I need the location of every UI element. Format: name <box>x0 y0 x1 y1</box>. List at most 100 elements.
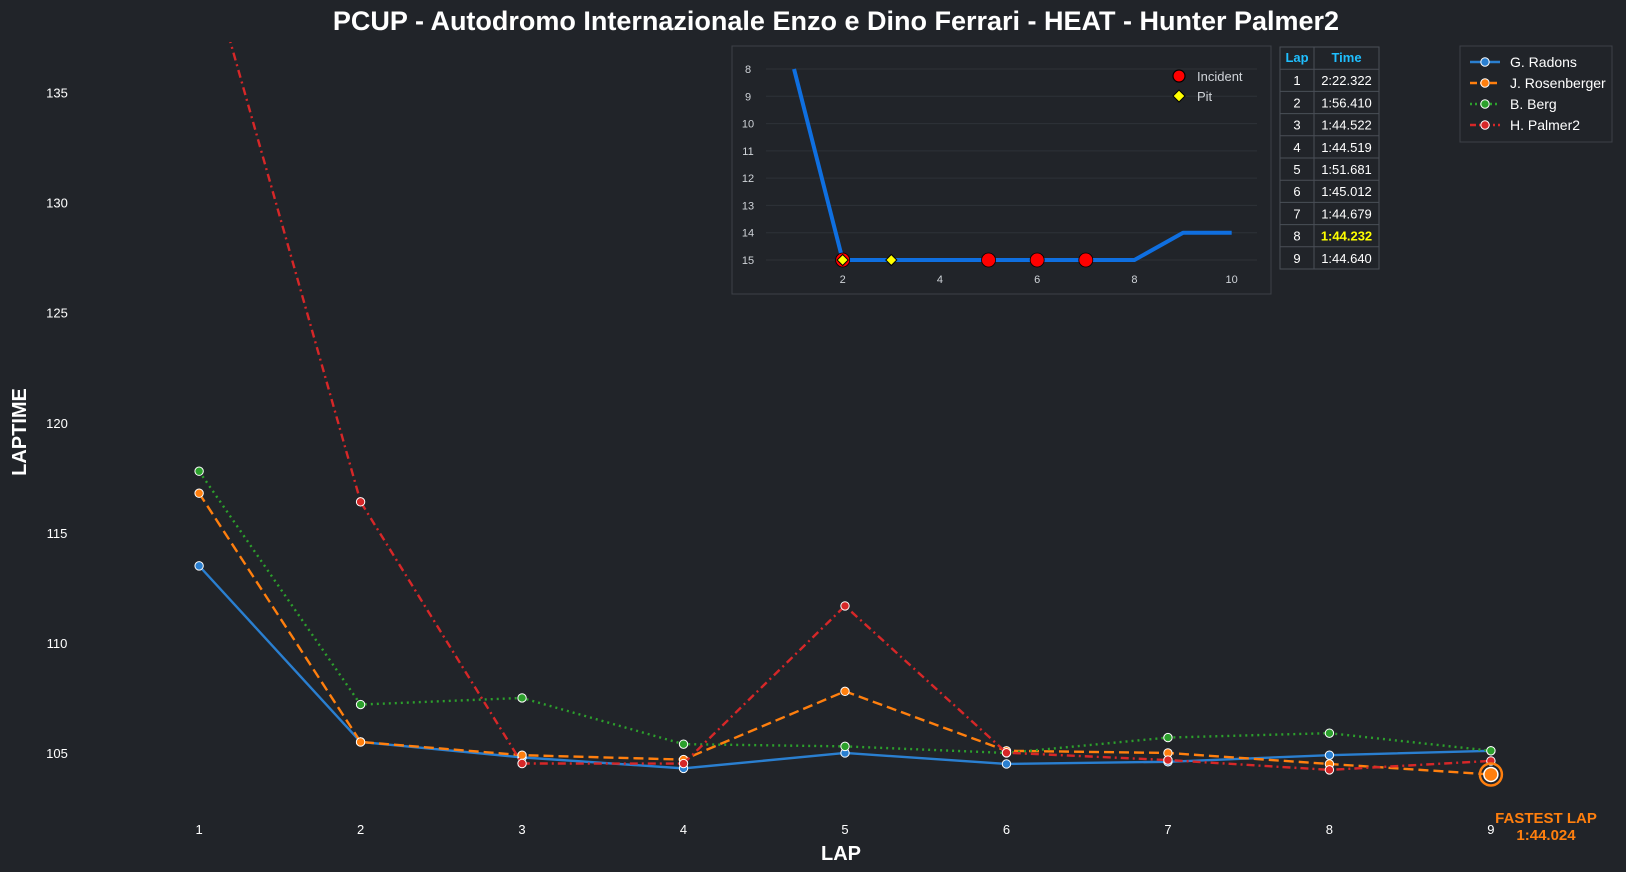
table-cell-time: 1:44.640 <box>1321 251 1372 266</box>
data-point <box>1001 748 1012 758</box>
fastest-lap-marker <box>1483 766 1499 783</box>
table-cell-time: 1:45.012 <box>1321 184 1372 199</box>
data-point <box>194 488 204 498</box>
series-line <box>198 565 1491 770</box>
inset-x-tick-label: 10 <box>1226 274 1238 286</box>
data-point <box>678 758 689 769</box>
x-tick-label: 8 <box>1326 822 1333 837</box>
x-tick-label: 4 <box>680 822 687 837</box>
legend-label: G. Radons <box>1510 54 1577 70</box>
pit-marker <box>836 253 849 267</box>
x-tick-label: 6 <box>1003 822 1010 837</box>
x-tick-label: 3 <box>518 822 525 837</box>
table-cell-lap: 5 <box>1293 162 1300 177</box>
y-tick-label: 120 <box>46 416 68 431</box>
inset-legend: Incident Pit <box>1172 69 1243 104</box>
inset-x-tick-label: 4 <box>937 274 943 286</box>
x-tick-label: 1 <box>195 822 202 837</box>
table-cell-time: 1:56.410 <box>1321 95 1372 110</box>
incident-legend-marker <box>1172 69 1186 83</box>
series-line <box>198 492 1491 776</box>
inset-y-tick-label: 14 <box>742 228 754 240</box>
data-point <box>1324 750 1335 760</box>
lap-time-table: Lap Time 1 2:22.322 2 1:56.410 3 1:44.522 4 1:44.… <box>1279 46 1380 270</box>
table-cell-lap: 8 <box>1293 229 1300 244</box>
inset-y-tick-label: 15 <box>742 255 754 267</box>
x-tick-label: 5 <box>841 822 848 837</box>
data-point <box>517 758 527 769</box>
series-line <box>198 470 1492 755</box>
table-cell-time: 1:51.681 <box>1321 162 1372 177</box>
incident-marker <box>1029 252 1045 268</box>
table-cell-lap: 4 <box>1293 140 1300 155</box>
fastest-lap-annotation: FASTEST LAP 1:44.024 <box>1495 810 1597 844</box>
data-point <box>1324 765 1335 775</box>
inset-y-tick-label: 12 <box>742 173 754 185</box>
table-cell-time: 1:44.679 <box>1321 206 1372 221</box>
data-point <box>840 686 850 697</box>
position-line <box>792 68 1232 262</box>
table-cell-time: 1:44.232 <box>1321 229 1372 244</box>
chart-title: PCUP - Autodromo Internazionale Enzo e D… <box>333 6 1339 36</box>
incident-legend-label: Incident <box>1197 69 1243 84</box>
inset-x-tick-label: 8 <box>1131 274 1137 286</box>
y-tick-label: 110 <box>47 636 68 651</box>
legend-label: J. Rosenberger <box>1510 75 1606 91</box>
x-axis-label: LAP <box>821 843 861 865</box>
table-header-lap: Lap <box>1285 50 1308 65</box>
fastest-lap-label: FASTEST LAP <box>1495 810 1597 827</box>
table-cell-time: 1:44.519 <box>1321 140 1372 155</box>
y-tick-label: 105 <box>46 746 68 761</box>
data-point <box>678 739 689 749</box>
legend-label: H. Palmer2 <box>1510 117 1580 133</box>
inset-x-tick-label: 2 <box>840 274 846 286</box>
legend-marker <box>1480 78 1490 88</box>
series-group <box>194 42 1496 780</box>
data-point <box>840 741 850 752</box>
table-cell-lap: 6 <box>1293 184 1300 199</box>
data-point <box>1324 728 1335 738</box>
data-point <box>840 601 850 611</box>
data-point <box>1001 759 1012 769</box>
table-cell-lap: 3 <box>1293 118 1300 133</box>
y-axis-label: LAPTIME <box>9 388 31 476</box>
data-point <box>1163 732 1173 743</box>
pit-legend-marker <box>1172 89 1186 103</box>
data-point <box>194 561 204 571</box>
table-cell-time: 2:22.322 <box>1321 73 1372 88</box>
y-tick-label: 125 <box>46 306 68 321</box>
data-point <box>355 497 366 507</box>
legend-label: B. Berg <box>1510 96 1557 112</box>
y-tick-label: 130 <box>46 196 68 211</box>
incident-marker <box>1078 252 1094 268</box>
incident-marker <box>981 252 996 268</box>
inset-frame <box>731 45 1272 295</box>
table-cell-time: 1:44.522 <box>1321 118 1372 133</box>
legend-marker <box>1480 99 1490 109</box>
x-tick-label: 7 <box>1164 822 1171 837</box>
inset-y-tick-label: 8 <box>745 64 751 76</box>
pit-legend-label: Pit <box>1197 89 1213 104</box>
inset-y-tick-label: 9 <box>745 91 751 103</box>
main-legend: G. Radons J. Rosenberger B. Berg H. Palmer2 <box>1459 45 1613 143</box>
data-point <box>355 737 366 747</box>
legend-marker <box>1480 57 1490 67</box>
data-point <box>194 466 204 476</box>
legend-marker <box>1480 120 1490 130</box>
table-cell-lap: 1 <box>1293 73 1300 88</box>
y-tick-label: 115 <box>47 526 68 541</box>
table-cell-lap: 2 <box>1293 95 1300 110</box>
data-point <box>355 699 366 710</box>
x-tick-label: 2 <box>357 822 364 837</box>
fastest-lap-time: 1:44.024 <box>1516 827 1576 844</box>
y-tick-label: 135 <box>46 86 68 101</box>
pit-marker <box>885 253 898 267</box>
fastest-lap-marker-ring <box>1478 762 1504 787</box>
inset-y-tick-label: 11 <box>742 146 753 158</box>
data-point <box>1163 755 1173 765</box>
inset-x-tick-label: 6 <box>1034 274 1040 286</box>
inset-y-tick-label: 10 <box>742 119 754 131</box>
table-cell-lap: 9 <box>1293 251 1300 266</box>
data-point <box>517 693 527 703</box>
